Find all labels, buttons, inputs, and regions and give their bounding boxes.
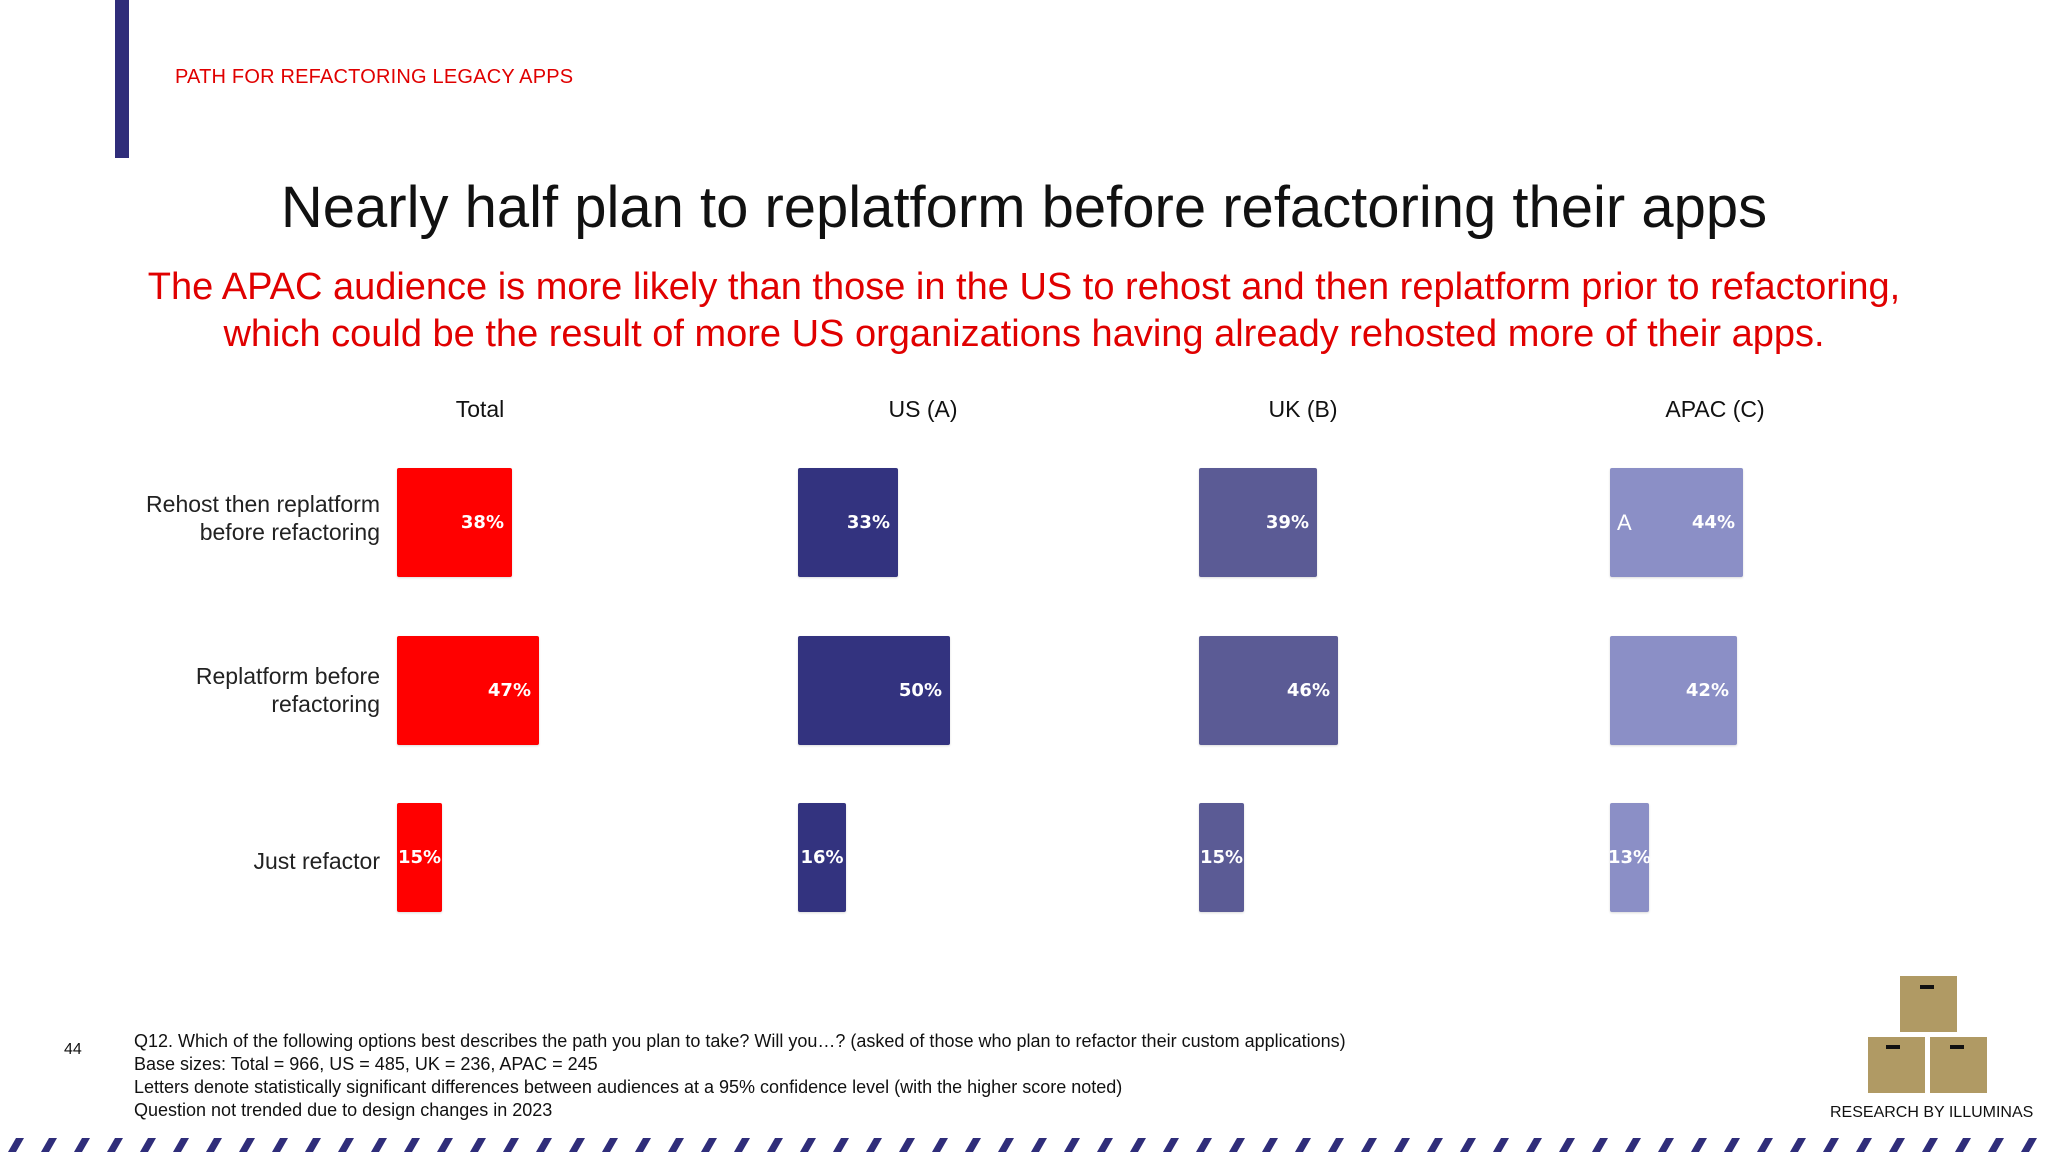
bar-total-1: 38%: [397, 468, 512, 577]
bar-value-label: 15%: [397, 847, 442, 868]
bottom-stripe: [8, 1138, 2037, 1152]
bar-value-label: 46%: [1286, 680, 1330, 701]
row-label-just-refactor-line-1: Just refactor: [253, 848, 380, 874]
subtitle-line-1: The APAC audience is more likely than th…: [147, 266, 1901, 308]
bar-apac-3: 13%: [1607, 803, 1652, 912]
bar-value-label: 44%: [1691, 512, 1735, 533]
column-header-total: Total: [455, 396, 505, 422]
row-label-rehost-line-1: Rehost then replatform: [146, 491, 380, 517]
subtitle-line-2: which could be the result of more US org…: [223, 313, 1825, 355]
bar-us-2: 50%: [798, 636, 950, 745]
row-label-replatform-line-2: refactoring: [271, 691, 380, 717]
row-label-just-refactor: Just refactor: [100, 847, 380, 875]
significance-letter: A: [1617, 509, 1632, 535]
footnote-trend: Question not trended due to design chang…: [134, 1100, 553, 1120]
footnote-base-sizes: Base sizes: Total = 966, US = 485, UK = …: [134, 1054, 598, 1074]
section-label: PATH FOR REFACTORING LEGACY APPS: [175, 66, 574, 88]
column-header-apac: APAC (C): [1665, 396, 1765, 422]
bar-value-label: 39%: [1265, 512, 1309, 533]
bar-value-label: 47%: [487, 680, 531, 701]
stacked-boxes-icon: [1868, 976, 1987, 1093]
footnotes: Q12. Which of the following options best…: [134, 1030, 1346, 1122]
bar-us-3: 16%: [798, 803, 846, 912]
row-label-rehost: Rehost then replatform before refactorin…: [100, 490, 380, 546]
bar-apac-1: 44% A: [1610, 468, 1743, 577]
row-label-rehost-line-2: before refactoring: [199, 519, 380, 545]
bar-total-2: 47%: [397, 636, 539, 745]
bar-total-3: 15%: [397, 803, 442, 912]
bar-value-label: 50%: [898, 680, 942, 701]
bar-apac-2: 42%: [1610, 636, 1737, 745]
accent-bar: [115, 0, 129, 158]
credit-label: RESEARCH BY ILLUMINAS: [1830, 1104, 2034, 1121]
footnote-significance: Letters denote statistically significant…: [134, 1077, 1123, 1097]
footnote-question: Q12. Which of the following options best…: [134, 1031, 1346, 1051]
page-number: 44: [64, 1041, 82, 1058]
bar-value-label: 42%: [1685, 680, 1729, 701]
column-header-us: US (A): [888, 396, 958, 422]
column-header-uk: UK (B): [1268, 396, 1338, 422]
bar-value-label: 33%: [846, 512, 890, 533]
bar-uk-3: 15%: [1199, 803, 1244, 912]
bar-value-label: 38%: [460, 512, 504, 533]
page-subtitle: The APAC audience is more likely than th…: [100, 264, 1948, 358]
page-title: Nearly half plan to replatform before re…: [280, 175, 1768, 240]
bar-us-1: 33%: [798, 468, 898, 577]
bar-uk-2: 46%: [1199, 636, 1338, 745]
row-label-replatform-line-1: Replatform before: [195, 663, 380, 689]
bar-value-label: 16%: [800, 847, 844, 868]
bar-value-label: 13%: [1607, 847, 1652, 868]
bar-uk-1: 39%: [1199, 468, 1317, 577]
row-label-replatform: Replatform before refactoring: [100, 662, 380, 718]
bar-value-label: 15%: [1199, 847, 1244, 868]
